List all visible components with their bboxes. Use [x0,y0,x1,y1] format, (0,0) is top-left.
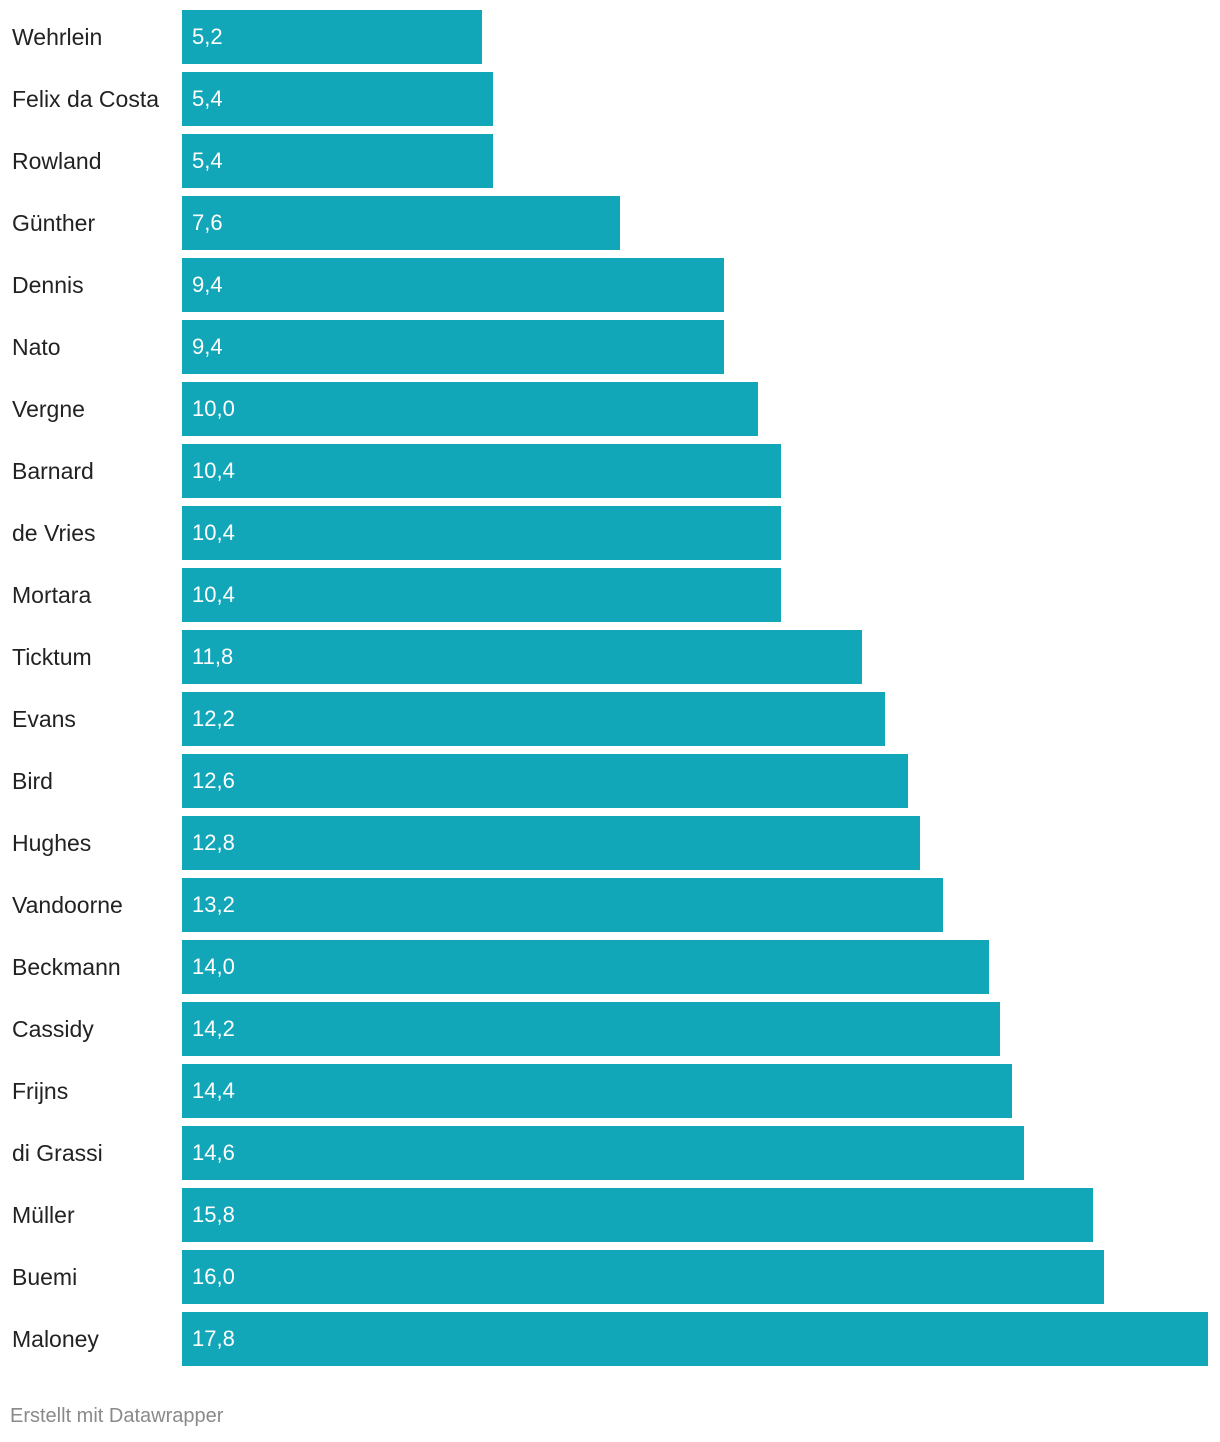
chart-row: Ticktum 11,8 [0,630,1220,684]
value-label: 17,8 [192,1326,235,1351]
bar [182,1064,1012,1118]
bar [182,878,943,932]
bar [182,258,724,312]
category-label: Frijns [12,1078,69,1104]
category-label: Buemi [12,1264,78,1290]
value-label: 16,0 [192,1264,235,1289]
category-label: Cassidy [12,1016,94,1042]
chart-row: Vandoorne 13,2 [0,878,1220,932]
chart-row: Müller 15,8 [0,1188,1220,1242]
chart-row: Evans 12,2 [0,692,1220,746]
value-label: 5,2 [192,24,223,49]
value-label: 12,8 [192,830,235,855]
bar [182,320,724,374]
value-label: 5,4 [192,148,223,173]
bar [182,1126,1024,1180]
chart-row: Günther 7,6 [0,196,1220,250]
chart-row: de Vries 10,4 [0,506,1220,560]
bar-chart: Wehrlein 5,2 Felix da Costa 5,4 Rowland 5,4 Gü… [0,10,1220,1366]
category-label: Beckmann [12,954,121,980]
value-label: 14,2 [192,1016,235,1041]
value-label: 9,4 [192,272,223,297]
category-label: Rowland [12,148,102,174]
bar [182,1312,1208,1366]
category-label: Maloney [12,1326,99,1352]
bar [182,816,920,870]
chart-row: Cassidy 14,2 [0,1002,1220,1056]
category-label: Günther [12,210,96,236]
bar [182,196,620,250]
value-label: 14,0 [192,954,235,979]
value-label: 13,2 [192,892,235,917]
bar [182,134,493,188]
chart-row: Buemi 16,0 [0,1250,1220,1304]
chart-row: Vergne 10,0 [0,382,1220,436]
value-label: 14,6 [192,1140,235,1165]
chart-row: Bird 12,6 [0,754,1220,808]
chart-row: Wehrlein 5,2 [0,10,1220,64]
category-label: di Grassi [12,1140,103,1166]
bar [182,72,493,126]
bar [182,692,885,746]
chart-row: Rowland 5,4 [0,134,1220,188]
chart-row: di Grassi 14,6 [0,1126,1220,1180]
category-label: Felix da Costa [12,86,160,112]
value-label: 10,0 [192,396,235,421]
value-label: 14,4 [192,1078,235,1103]
value-label: 5,4 [192,86,223,111]
category-label: Hughes [12,830,92,856]
category-label: Vandoorne [12,892,123,918]
category-label: Mortara [12,582,92,608]
value-label: 12,6 [192,768,235,793]
value-label: 10,4 [192,520,235,545]
bar [182,1188,1093,1242]
chart-row: Frijns 14,4 [0,1064,1220,1118]
chart-row: Nato 9,4 [0,320,1220,374]
category-label: Bird [12,768,53,794]
category-label: Barnard [12,458,94,484]
bar [182,506,781,560]
bar [182,382,758,436]
bar [182,630,862,684]
category-label: Wehrlein [12,24,103,50]
footer-credit: Erstellt mit Datawrapper [10,1405,224,1427]
category-label: de Vries [12,520,96,546]
chart-row: Beckmann 14,0 [0,940,1220,994]
chart-row: Hughes 12,8 [0,816,1220,870]
chart-row: Dennis 9,4 [0,258,1220,312]
chart-row: Maloney 17,8 [0,1312,1220,1366]
value-label: 10,4 [192,458,235,483]
value-label: 7,6 [192,210,223,235]
value-label: 11,8 [192,644,234,669]
chart-row: Felix da Costa 5,4 [0,72,1220,126]
category-label: Müller [12,1202,75,1228]
value-label: 9,4 [192,334,223,359]
bar [182,754,908,808]
category-label: Dennis [12,272,84,298]
chart-row: Mortara 10,4 [0,568,1220,622]
category-label: Evans [12,706,76,732]
bar [182,444,781,498]
bar [182,10,482,64]
bar [182,568,781,622]
category-label: Vergne [12,396,85,422]
value-label: 10,4 [192,582,235,607]
category-label: Ticktum [12,644,92,670]
value-label: 12,2 [192,706,235,731]
value-label: 15,8 [192,1202,235,1227]
category-label: Nato [12,334,61,360]
bar [182,1250,1104,1304]
chart-row: Barnard 10,4 [0,444,1220,498]
bar [182,940,989,994]
bar [182,1002,1000,1056]
